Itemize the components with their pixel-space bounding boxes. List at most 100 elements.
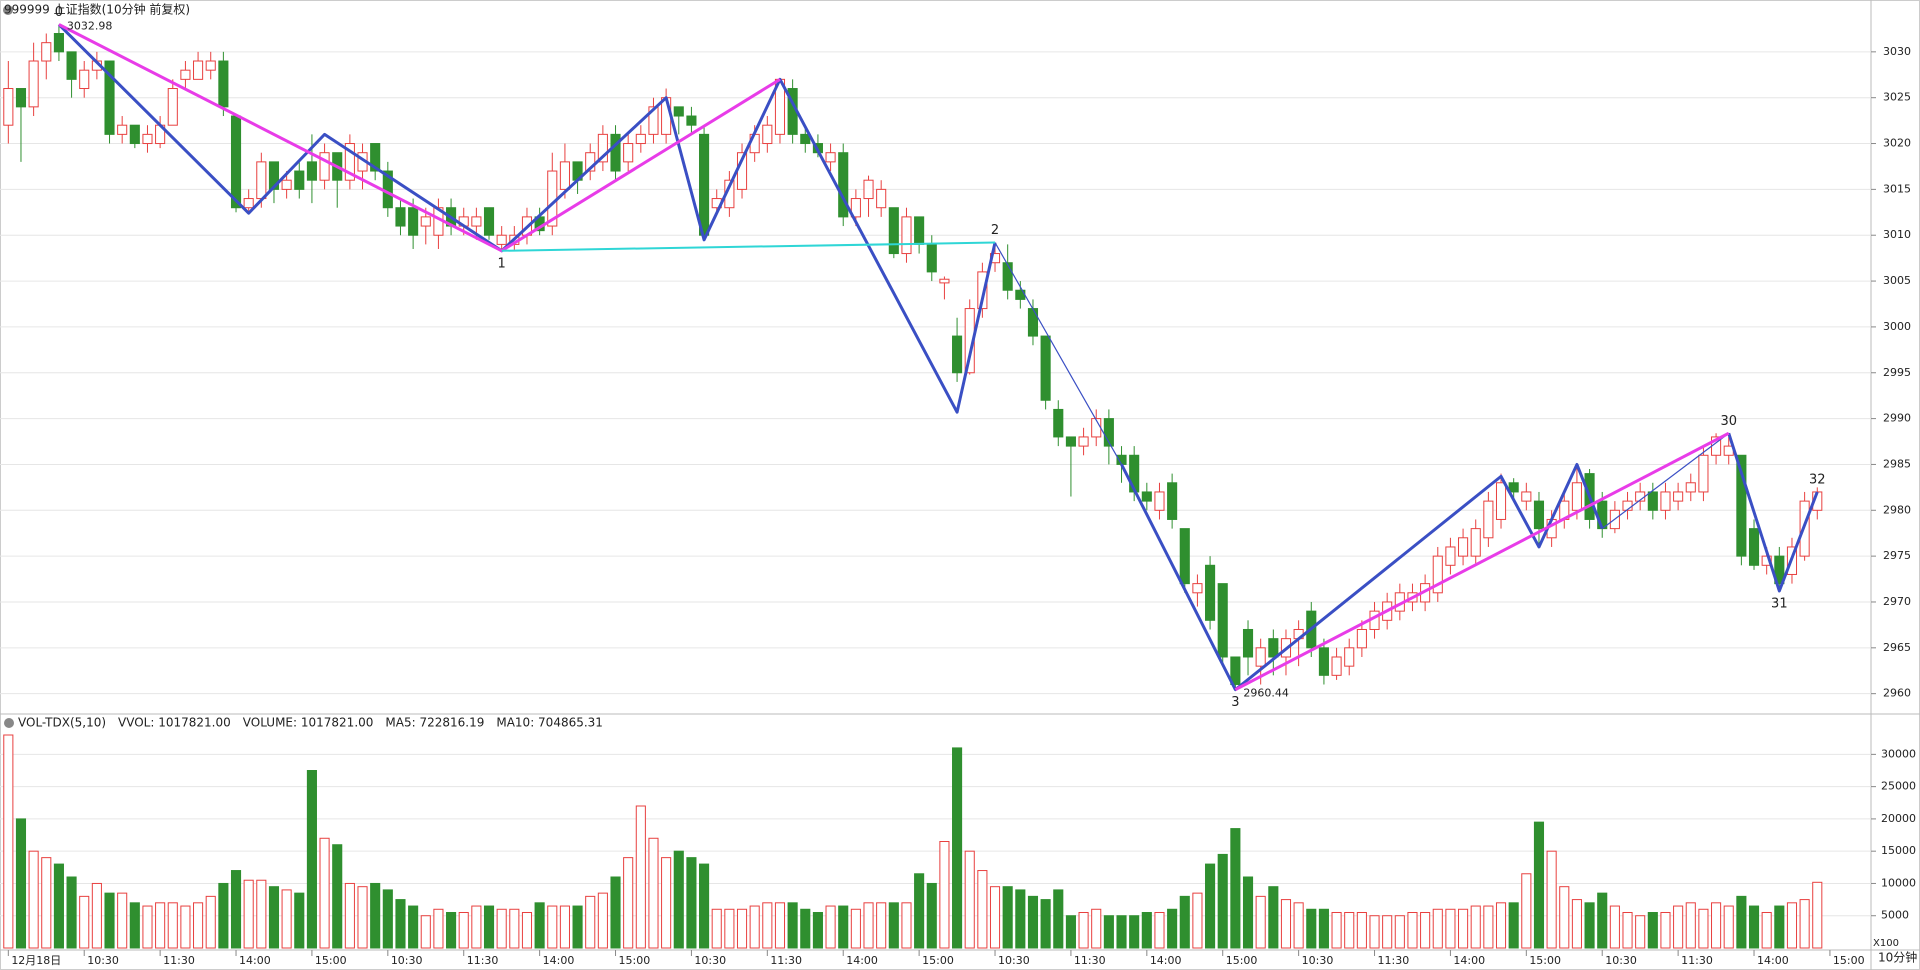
volume-bar — [1647, 912, 1658, 949]
volume-bar — [15, 818, 27, 949]
candle-body — [344, 143, 355, 181]
volume-bar — [572, 905, 583, 949]
volume-bar — [888, 902, 899, 949]
candle-body — [1217, 583, 1228, 658]
x-tick-label: 11:30 — [1378, 954, 1410, 967]
candle-body — [585, 152, 596, 172]
candle-body — [1242, 628, 1254, 658]
candle-body — [306, 161, 317, 181]
y-tick-label: 10000 — [1881, 876, 1916, 889]
y-tick-label: 20000 — [1881, 812, 1916, 825]
trend-line — [1601, 432, 1730, 530]
candle-body — [243, 198, 254, 209]
candle-body — [1002, 262, 1013, 291]
volume-bar — [1293, 902, 1304, 949]
volume-bar — [1205, 863, 1216, 949]
volume-bar — [256, 879, 267, 949]
candle-body — [1660, 491, 1671, 511]
candle-body — [1647, 491, 1658, 511]
volume-bar — [1458, 908, 1469, 949]
candle-body — [1053, 408, 1064, 438]
volume-bar — [1609, 905, 1620, 949]
volume-bar — [800, 908, 811, 949]
volume-bar — [699, 863, 710, 949]
volume-bar — [1470, 905, 1481, 949]
volume-bar — [1812, 881, 1823, 949]
point-label: 2 — [991, 223, 999, 238]
volume-bar — [408, 905, 419, 949]
candle-body — [825, 152, 836, 163]
candle-body — [268, 161, 280, 190]
candle-body — [1154, 491, 1165, 511]
candle-body — [1103, 418, 1114, 447]
volume-bar — [1040, 899, 1051, 949]
volume-header-item: VVOL: 1017821.00 — [118, 716, 231, 730]
y-tick-label: 15000 — [1881, 844, 1916, 857]
candle-body — [1748, 528, 1760, 566]
volume-bar — [1369, 915, 1380, 949]
y-tick-label: 2985 — [1883, 457, 1911, 470]
candle-body — [1533, 500, 1545, 530]
point-label: 31 — [1771, 596, 1788, 611]
volume-bar — [180, 905, 191, 949]
volume-bar — [1483, 905, 1494, 949]
volume-bar — [901, 902, 912, 949]
volume-bar — [471, 905, 482, 949]
y-tick-label: 3000 — [1883, 320, 1911, 333]
volume-bar — [319, 837, 330, 949]
volume-bar — [597, 892, 608, 949]
volume-bar — [41, 857, 52, 949]
candle-body — [901, 216, 912, 255]
candle-body — [1736, 454, 1747, 557]
volume-bar — [66, 876, 77, 949]
volume-bar — [1382, 915, 1393, 949]
volume-bar — [496, 908, 507, 949]
volume-bar — [357, 886, 368, 949]
volume-bar — [623, 857, 634, 949]
x-tick-label: 11:30 — [770, 954, 802, 967]
candle-body — [1356, 628, 1367, 649]
candle-body — [104, 60, 115, 135]
candle-body — [876, 188, 887, 209]
candle-body — [230, 115, 242, 209]
volume-bar — [1799, 899, 1810, 949]
volume-bar — [91, 882, 102, 949]
candle-body — [395, 207, 406, 227]
x-tick-label: 11:30 — [1681, 954, 1713, 967]
volume-bar — [521, 912, 533, 949]
volume-bar — [547, 905, 558, 949]
x-tick-label: 15:00 — [315, 954, 347, 967]
volume-bar — [1508, 902, 1519, 949]
candle-body — [762, 124, 773, 145]
candle-body — [1167, 482, 1178, 520]
x-tick-label: 15:00 — [619, 954, 651, 967]
volume-bar — [446, 912, 457, 949]
candle-body — [673, 106, 684, 117]
chart-title: 999999 上证指数(10分钟 前复权) — [4, 2, 190, 17]
candle-body — [1141, 491, 1152, 502]
volume-bar — [458, 912, 469, 949]
candle-body — [129, 124, 140, 145]
volume-bar — [1091, 908, 1102, 949]
volume-bar — [1344, 912, 1355, 949]
point-label: 0 — [55, 5, 63, 20]
x-tick-label: 10:30 — [1302, 954, 1334, 967]
candle-body — [1685, 482, 1696, 493]
candle-body — [15, 88, 27, 108]
y-tick-label: 2995 — [1883, 366, 1911, 379]
volume-bar — [1711, 902, 1722, 949]
candle-body — [1065, 436, 1076, 447]
candle-body — [977, 271, 988, 310]
volume-bar — [117, 892, 128, 949]
volume-bar — [395, 899, 406, 949]
volume-bar — [774, 902, 786, 949]
volume-bar — [1495, 902, 1507, 949]
menu-icon[interactable] — [3, 5, 13, 15]
x-tick-label: 14:00 — [846, 954, 878, 967]
volume-bar — [585, 895, 596, 949]
volume-bar — [129, 902, 140, 949]
menu-icon[interactable] — [4, 718, 14, 728]
volume-bar — [1103, 915, 1114, 949]
candle-body — [1027, 308, 1039, 337]
candle-body — [420, 216, 431, 227]
